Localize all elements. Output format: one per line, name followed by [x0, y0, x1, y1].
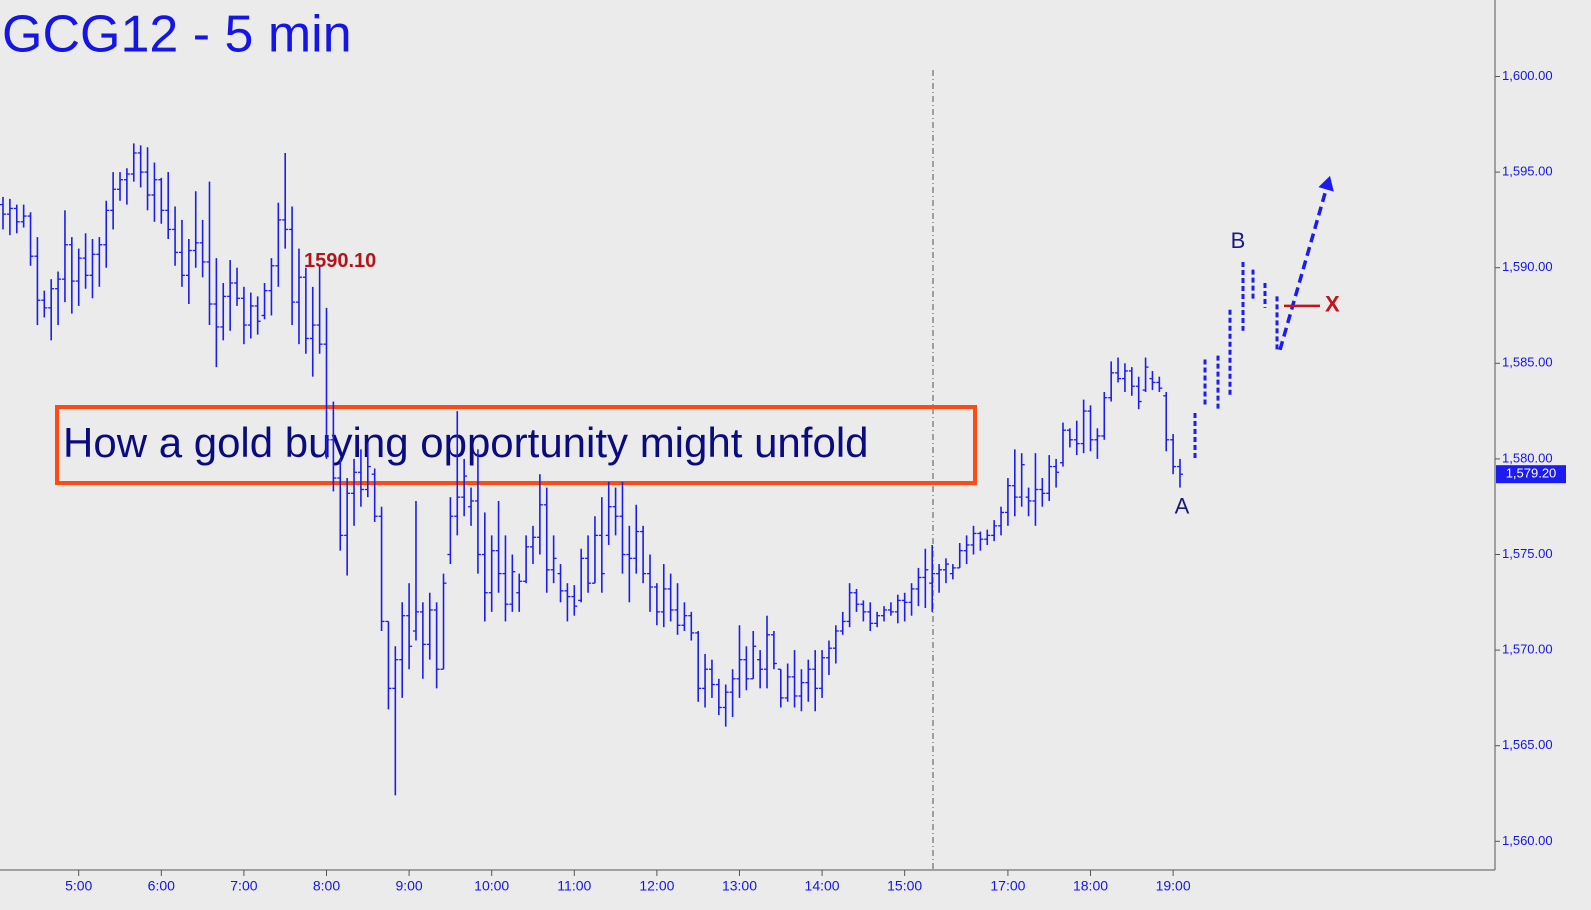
- y-tick-label: 1,575.00: [1502, 546, 1553, 561]
- x-tick-label: 13:00: [722, 878, 757, 894]
- y-tick-label: 1,590.00: [1502, 259, 1553, 274]
- x-tick-label: 17:00: [990, 878, 1025, 894]
- x-tick-label: 6:00: [148, 878, 175, 894]
- last-price-label: 1,579.20: [1506, 466, 1557, 481]
- x-tick-label: 11:00: [557, 878, 591, 894]
- x-tick-label: 10:00: [474, 878, 509, 894]
- y-tick-label: 1,600.00: [1502, 68, 1553, 83]
- y-tick-label: 1,570.00: [1502, 642, 1553, 657]
- x-tick-label: 18:00: [1073, 878, 1108, 894]
- chart-title: GCG12 - 5 min: [2, 6, 352, 64]
- y-tick-label: 1,560.00: [1502, 833, 1553, 848]
- stop-label: X: [1325, 292, 1340, 317]
- arrow-head: [1318, 175, 1334, 192]
- x-tick-label: 14:00: [805, 878, 840, 894]
- x-tick-label: 7:00: [230, 878, 257, 894]
- high-label: 1590.10: [304, 250, 376, 272]
- x-tick-label: 5:00: [65, 878, 92, 894]
- y-tick-label: 1,595.00: [1502, 164, 1553, 179]
- x-tick-label: 15:00: [887, 878, 922, 894]
- last-price-box: [1496, 465, 1566, 484]
- y-tick-label: 1,565.00: [1502, 737, 1553, 752]
- annotation: How a gold buying opportunity might unfo…: [63, 419, 869, 466]
- point-a: A: [1175, 493, 1190, 518]
- annotation-box: [55, 405, 977, 485]
- y-tick-label: 1,580.00: [1502, 450, 1553, 465]
- x-tick-label: 19:00: [1156, 878, 1191, 894]
- y-tick-label: 1,585.00: [1502, 355, 1553, 370]
- point-b: B: [1231, 228, 1246, 253]
- x-tick-label: 8:00: [313, 878, 340, 894]
- x-tick-label: 12:00: [639, 878, 674, 894]
- x-tick-label: 9:00: [395, 878, 422, 894]
